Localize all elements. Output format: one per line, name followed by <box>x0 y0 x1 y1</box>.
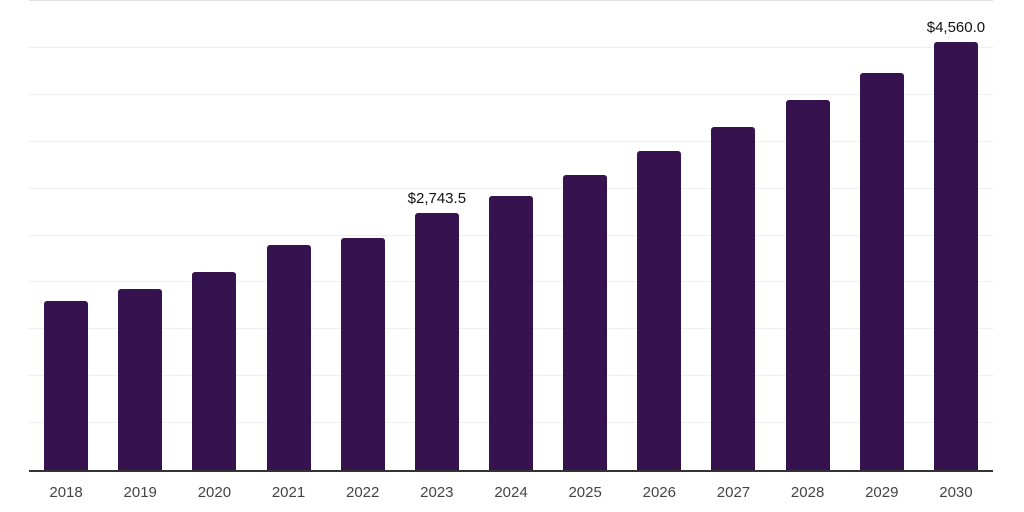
bar-2024 <box>489 196 533 470</box>
x-tick-label-2026: 2026 <box>642 484 676 501</box>
x-tick-label-2029: 2029 <box>865 484 899 501</box>
x-tick-label-2023: 2023 <box>420 484 454 501</box>
bar-2022 <box>340 238 385 470</box>
x-tick-label-2021: 2021 <box>271 484 306 501</box>
x-axis-labels: 2018 2019 2020 2021 2022 2023 2024 2025 2026 2027… <box>29 484 993 506</box>
bar-value-label-2023: $2,743.5 <box>407 189 467 207</box>
bar-2029 <box>859 72 904 470</box>
bar-2028 <box>785 100 830 470</box>
bar-2025 <box>563 175 608 470</box>
gridline <box>29 93 993 95</box>
bar-2021 <box>266 245 311 470</box>
bar-2027 <box>711 126 756 470</box>
gridline <box>29 0 993 1</box>
bar-2020 <box>192 271 237 470</box>
x-tick-label-2028: 2028 <box>790 484 825 501</box>
x-tick-label-2024: 2024 <box>494 484 528 501</box>
bar-2018 <box>44 301 89 470</box>
gridline <box>29 46 993 48</box>
x-tick-label-2027: 2027 <box>716 484 751 501</box>
x-tick-label-2022: 2022 <box>346 484 380 501</box>
x-tick-label-2020: 2020 <box>197 484 232 501</box>
plot-area: $2,743.5 $4,560.0 <box>29 0 993 470</box>
x-tick-label-2018: 2018 <box>49 484 83 501</box>
x-tick-label-2025: 2025 <box>568 484 602 501</box>
x-axis-line <box>29 470 993 472</box>
gridline <box>29 187 993 189</box>
bar-2023 <box>414 212 459 470</box>
x-tick-label-2019: 2019 <box>123 484 157 501</box>
gridline <box>29 140 993 142</box>
x-tick-label-2030: 2030 <box>939 484 973 501</box>
bar-2030 <box>933 42 978 470</box>
bar-2019 <box>118 288 163 470</box>
bar-value-label-2030: $4,560.0 <box>926 19 986 37</box>
bar-2026 <box>637 151 682 470</box>
